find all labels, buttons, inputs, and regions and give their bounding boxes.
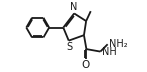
Text: NH₂: NH₂ (109, 39, 128, 49)
Text: NH: NH (102, 47, 117, 57)
Text: S: S (66, 42, 72, 52)
Text: N: N (70, 2, 77, 12)
Text: O: O (81, 60, 89, 70)
